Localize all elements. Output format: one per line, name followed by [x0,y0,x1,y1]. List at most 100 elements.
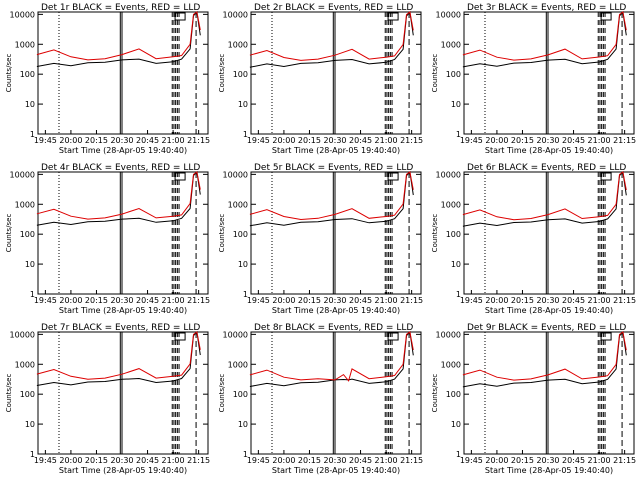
x-tick-label: 21:15 [187,456,210,465]
y-tick-label: 10000 [10,170,35,179]
y-tick-label: 10000 [10,330,35,339]
flare-marker [174,332,186,341]
y-tick-label: 1000 [228,360,248,369]
y-axis-label: Counts/sec [431,54,439,93]
y-tick-label: 10000 [223,170,248,179]
chart-panel-2: Det 2r BLACK = Events, RED = LLD 1 10 100 10… [218,3,423,155]
x-tick-label: 20:45 [562,296,585,305]
y-tick-label: 100 [20,70,35,79]
x-tick-label: 21:15 [613,456,636,465]
chart-panel-6: Det 6r BLACK = Events, RED = LLD 1 10 100 10… [431,163,636,315]
x-axis-label: Start Time (28-Apr-05 19:40:40) [485,146,613,155]
chart-panel-4: Det 4r BLACK = Events, RED = LLD 1 10 100 10… [5,163,210,315]
y-tick-label: 10 [451,260,461,269]
y-tick-label: 1000 [15,360,35,369]
series-line-lld [462,11,627,61]
x-tick-label: 20:30 [110,456,133,465]
flare-marker [174,172,186,181]
y-tick-label: 100 [446,390,461,399]
x-tick-label: 21:15 [187,136,210,145]
x-tick-label: 20:15 [511,136,534,145]
chart-panel-1: Det 1r BLACK = Events, RED = LLD 1 10 100 10… [5,3,210,155]
y-tick-label: 10 [238,260,248,269]
panel-title: Det 1r BLACK = Events, RED = LLD [41,3,200,13]
y-tick-label: 10 [451,100,461,109]
x-tick-label: 19:45 [34,296,57,305]
flare-marker [174,12,186,21]
x-tick-label: 20:30 [536,456,559,465]
y-tick-label: 10000 [223,10,248,19]
y-tick-label: 1000 [15,200,35,209]
y-axis-label: Counts/sec [218,374,226,413]
x-tick-label: 20:30 [536,136,559,145]
x-tick-label: 21:00 [375,456,398,465]
y-tick-label: 10 [451,420,461,429]
x-tick-label: 21:15 [187,296,210,305]
plot-frame [37,331,209,455]
y-tick-label: 100 [233,70,248,79]
x-axis-label: Start Time (28-Apr-05 19:40:40) [59,146,187,155]
flare-marker [387,332,399,341]
x-tick-label: 20:45 [136,136,159,145]
y-tick-label: 1 [456,290,461,299]
y-axis-label: Counts/sec [218,214,226,253]
flare-marker [387,172,399,181]
y-tick-label: 1 [243,450,248,459]
plot-frame [250,331,422,455]
chart-panel-7: Det 7r BLACK = Events, RED = LLD 1 10 100 10… [5,323,210,475]
panel-title: Det 2r BLACK = Events, RED = LLD [254,3,413,13]
x-axis-label: Start Time (28-Apr-05 19:40:40) [59,306,187,315]
series-line-lld [249,171,414,221]
y-tick-label: 1 [243,290,248,299]
y-tick-label: 100 [233,230,248,239]
panel-title: Det 8r BLACK = Events, RED = LLD [254,323,413,333]
panel-title: Det 4r BLACK = Events, RED = LLD [41,163,200,173]
x-tick-label: 20:00 [272,296,295,305]
x-tick-label: 21:15 [400,136,423,145]
y-tick-label: 10 [25,100,35,109]
x-tick-label: 20:15 [298,136,321,145]
y-tick-label: 1 [30,290,35,299]
y-tick-label: 10000 [436,330,461,339]
y-tick-label: 10 [25,420,35,429]
plot-frame [250,171,422,295]
x-tick-label: 20:00 [485,456,508,465]
x-tick-label: 20:00 [272,136,295,145]
y-tick-label: 10 [25,260,35,269]
y-tick-label: 1000 [441,40,461,49]
x-tick-label: 20:45 [136,296,159,305]
plot-frame [463,11,635,135]
y-tick-label: 10000 [10,10,35,19]
y-tick-label: 1 [30,130,35,139]
y-tick-label: 1 [30,450,35,459]
panel-title: Det 3r BLACK = Events, RED = LLD [467,3,626,13]
x-tick-label: 21:15 [400,456,423,465]
x-tick-label: 19:45 [460,296,483,305]
flare-marker [600,332,612,341]
x-tick-label: 20:30 [323,136,346,145]
x-tick-label: 20:45 [562,456,585,465]
x-tick-label: 20:30 [110,296,133,305]
x-tick-label: 20:45 [349,296,372,305]
y-tick-label: 100 [233,390,248,399]
y-tick-label: 100 [446,70,461,79]
x-tick-label: 21:00 [588,136,611,145]
y-tick-label: 10 [238,100,248,109]
flare-marker [600,172,612,181]
x-tick-label: 20:15 [511,456,534,465]
x-tick-label: 20:45 [562,136,585,145]
y-tick-label: 10000 [436,170,461,179]
x-axis-label: Start Time (28-Apr-05 19:40:40) [485,466,613,475]
x-tick-label: 20:30 [323,456,346,465]
x-tick-label: 19:45 [247,456,270,465]
x-tick-label: 21:00 [375,296,398,305]
x-tick-label: 19:45 [247,296,270,305]
x-tick-label: 20:45 [136,456,159,465]
x-axis-label: Start Time (28-Apr-05 19:40:40) [485,306,613,315]
x-tick-label: 19:45 [460,456,483,465]
x-tick-label: 21:00 [162,136,185,145]
panel-title: Det 6r BLACK = Events, RED = LLD [467,163,626,173]
x-tick-label: 20:15 [85,296,108,305]
chart-panel-9: Det 9r BLACK = Events, RED = LLD 1 10 100 10… [431,323,636,475]
x-tick-label: 20:00 [272,456,295,465]
